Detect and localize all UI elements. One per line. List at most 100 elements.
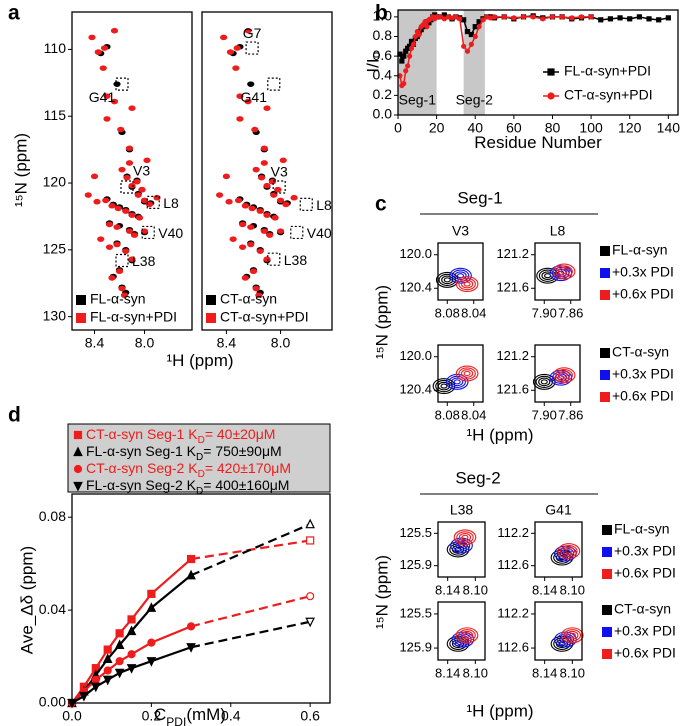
y-tick-label: 125.5 [399, 605, 432, 620]
contour [557, 370, 571, 380]
legend-swatch [76, 295, 86, 305]
legend-box [67, 423, 331, 493]
peak [102, 197, 110, 204]
legend-label: +0.3x PDI [612, 264, 674, 280]
marker [424, 24, 430, 30]
x-tick-label: 40 [467, 120, 483, 136]
peak [108, 202, 116, 209]
x-tick-label: 8.0 [271, 335, 291, 351]
marker [401, 80, 407, 87]
contour [456, 635, 470, 644]
peak [229, 236, 237, 242]
contour [554, 373, 567, 383]
marker [127, 615, 136, 624]
x-tick-label: 8.04 [461, 305, 486, 320]
x-tick-label: 8.14 [435, 582, 460, 597]
peak [241, 202, 249, 209]
peak [110, 27, 119, 34]
peak [97, 236, 105, 242]
legend-label-tail: = 400±160μM [203, 477, 289, 493]
marker [656, 17, 662, 23]
panel-label: d [8, 404, 21, 427]
panel-title: L38 [450, 502, 474, 518]
peak [239, 244, 247, 250]
x-axis-label: ¹H (ppm) [466, 701, 533, 720]
peak [225, 198, 233, 205]
legend-label: CT-α-syn [612, 344, 669, 360]
plot-frame [71, 11, 193, 331]
contour [432, 378, 456, 395]
marker [665, 15, 671, 21]
contour [565, 548, 573, 554]
x-tick-label: 100 [579, 120, 603, 136]
y-axis-label: ¹⁵N (ppm) [372, 555, 391, 629]
y-tick-label: 0.00 [39, 694, 66, 710]
peak [263, 256, 271, 262]
legend-swatch [602, 649, 612, 659]
peak [252, 166, 260, 173]
y-tick-label: 120.0 [399, 348, 432, 363]
marker [472, 33, 478, 40]
peak [282, 201, 290, 208]
legend-label-sub: D [198, 435, 205, 446]
y-tick-label: 130 [43, 307, 67, 323]
marker [416, 31, 422, 38]
x-tick-label: 0.0 [62, 708, 82, 724]
marker [461, 43, 467, 49]
series-line [71, 574, 192, 704]
marker [491, 14, 498, 20]
peak [105, 221, 114, 228]
x-axis-label: CPDI(mM) [154, 705, 226, 726]
legend-swatch [76, 313, 86, 323]
contour [463, 370, 471, 377]
peak-label: V3 [271, 164, 288, 180]
x-tick-label: 8.08 [435, 407, 460, 422]
panel-label: a [8, 2, 20, 25]
peak-label: L38 [132, 253, 156, 269]
legend-swatch [602, 547, 612, 557]
marker [305, 518, 315, 529]
peak [103, 93, 111, 99]
peak [138, 186, 146, 193]
peak [255, 292, 263, 299]
peak [226, 49, 235, 55]
contour [557, 543, 581, 560]
marker [147, 589, 156, 598]
legend-label-text: CT-α-syn Seg-2 K [86, 460, 198, 476]
legend-label: FL-α-syn [612, 242, 668, 258]
peak [216, 192, 224, 198]
contour [449, 267, 472, 284]
legend-label: CT-α-syn Seg-1 KD= 40±20μM [86, 426, 275, 446]
legend-swatch [600, 370, 610, 380]
peak [99, 65, 107, 71]
marker [627, 16, 633, 22]
y-tick-label: 120 [43, 174, 67, 190]
contour [460, 279, 474, 289]
legend-swatch [600, 246, 610, 256]
marker [617, 15, 623, 21]
peak [263, 105, 271, 112]
contour [559, 549, 572, 558]
x-tick-label: 140 [657, 120, 681, 136]
peak [128, 212, 136, 218]
marker [412, 33, 418, 40]
y-tick-label: 0.0 [373, 106, 393, 122]
peak-label: G41 [89, 89, 116, 105]
contour [555, 265, 573, 278]
y-tick-label: 115 [44, 107, 67, 123]
peak [117, 126, 125, 133]
legend-label: FL-α-syn Seg-2 KD= 400±160μM [86, 477, 289, 497]
peak-box [272, 180, 286, 194]
legend-swatch [206, 295, 216, 305]
marker [501, 14, 507, 20]
contour [541, 271, 554, 281]
peak [113, 241, 121, 248]
contour [458, 533, 472, 542]
x-tick-label: 8.14 [435, 665, 460, 680]
contour [566, 630, 579, 640]
x-axis-label-text: ¹H (ppm) [166, 351, 233, 370]
marker [588, 14, 594, 20]
peak [122, 208, 130, 214]
legend-label-text: FL-α-syn Seg-1 K [86, 443, 197, 459]
y-axis-label: ¹⁵N (ppm) [11, 133, 30, 207]
